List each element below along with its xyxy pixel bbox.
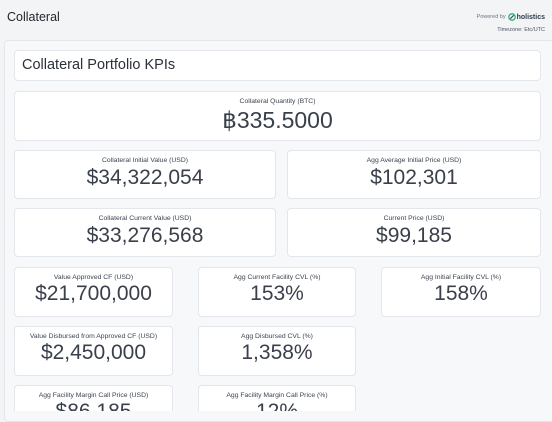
kpi-label: Agg Facility Margin Call Price (USD) [38,392,149,399]
kpi-label: Collateral Current Value (USD) [98,215,192,222]
kpi-label: Current Price (USD) [383,215,445,222]
kpi-label: Agg Initial Facility CVL (%) [420,274,502,281]
kpi-card-agg-disbursed-cvl[interactable]: Agg Disbursed CVL (%) 1,358% [198,326,356,376]
holistics-brand-text: holistics [516,13,545,21]
holistics-icon [507,13,516,21]
kpi-value: $102,301 [370,166,458,189]
kpi-value: $86,185 [15,400,172,411]
kpi-card-agg-average-initial-price[interactable]: Agg Average Initial Price (USD) $102,301 [287,150,541,199]
powered-by[interactable]: Powered by holistics [477,13,545,21]
kpi-value: $21,700,000 [35,282,152,305]
top-bar: Collateral Powered by holistics Timezone… [0,0,552,40]
kpi-value: $2,450,000 [40,341,147,364]
kpi-card-agg-facility-margin-call-price-pct[interactable]: Agg Facility Margin Call Price (%) 12% [198,385,356,411]
timezone-label: Timezone: Etc/UTC [497,27,545,33]
kpi-label: Agg Disbursed CVL (%) [241,333,313,340]
kpi-card-value-approved-cf[interactable]: Value Approved CF (USD) $21,700,000 [14,267,173,317]
kpi-value: $33,276,568 [86,224,204,247]
kpi-value: ฿335.5000 [222,107,333,133]
section-title: Collateral Portfolio KPIs [22,57,176,73]
kpi-value: 1,358% [241,341,313,364]
kpi-label: Agg Average Initial Price (USD) [366,157,462,164]
kpi-label: Agg Facility Margin Call Price (%) [226,392,328,399]
kpi-value: $99,185 [376,224,452,247]
kpi-label: Value Disbursed from Approved CF (USD) [29,333,158,340]
kpi-card-collateral-initial-value[interactable]: Collateral Initial Value (USD) $34,322,0… [14,150,276,199]
kpi-label: Collateral Quantity (BTC) [239,98,316,105]
kpi-value: 12% [199,400,355,411]
kpi-card-agg-facility-margin-call-price[interactable]: Agg Facility Margin Call Price (USD) $86… [14,385,173,411]
kpi-value: 153% [250,282,304,305]
kpi-label: Collateral Initial Value (USD) [102,157,188,164]
kpi-value: $34,322,054 [86,166,204,189]
kpi-card-agg-initial-facility-cvl[interactable]: Agg Initial Facility CVL (%) 158% [381,267,541,317]
kpi-label: Agg Current Facility CVL (%) [233,274,321,281]
powered-by-label: Powered by [476,14,506,20]
kpi-value: 158% [434,282,488,305]
kpi-card-collateral-current-value[interactable]: Collateral Current Value (USD) $33,276,5… [14,208,276,257]
dashboard-title: Collateral [7,10,60,24]
kpi-card-agg-current-facility-cvl[interactable]: Agg Current Facility CVL (%) 153% [198,267,356,317]
kpi-card-value-disbursed[interactable]: Value Disbursed from Approved CF (USD) $… [14,326,173,376]
section-title-card: Collateral Portfolio KPIs [14,50,541,81]
kpi-card-collateral-quantity[interactable]: Collateral Quantity (BTC) ฿335.5000 [14,91,541,141]
kpi-label: Value Approved CF (USD) [53,274,134,281]
kpi-card-current-price[interactable]: Current Price (USD) $99,185 [287,208,541,257]
holistics-logo: holistics [507,13,545,21]
